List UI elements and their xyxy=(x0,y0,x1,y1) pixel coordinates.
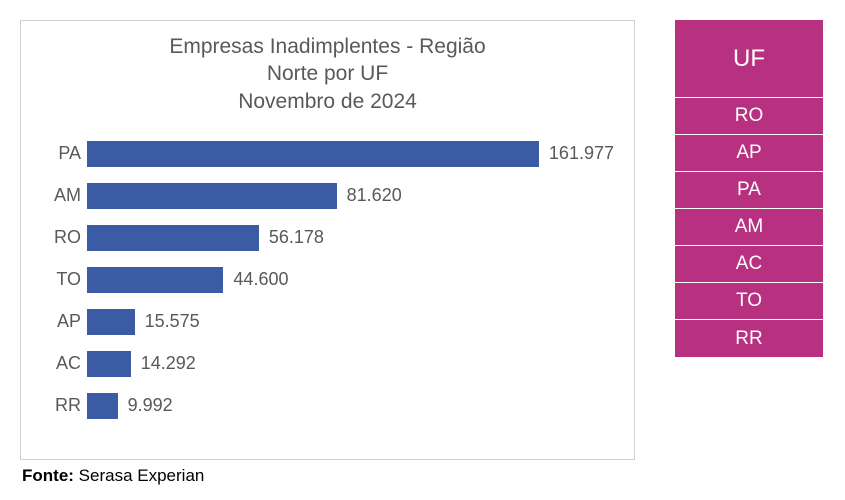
uf-table-cell: AM xyxy=(675,209,823,246)
bar-row: AC14.292 xyxy=(87,343,614,385)
source-line: Fonte: Serasa Experian xyxy=(0,462,845,486)
chart-panel: Empresas Inadimplentes - Região Norte po… xyxy=(20,20,635,460)
bar-value-label: 15.575 xyxy=(145,311,200,332)
bar-rect xyxy=(87,309,135,335)
uf-table-cell: AP xyxy=(675,135,823,172)
bar-value-label: 56.178 xyxy=(269,227,324,248)
uf-table-cell: RO xyxy=(675,98,823,135)
uf-table-cell: AC xyxy=(675,246,823,283)
bar-category-label: PA xyxy=(41,143,81,164)
page-layout: Empresas Inadimplentes - Região Norte po… xyxy=(0,0,845,462)
bar-value-label: 44.600 xyxy=(233,269,288,290)
chart-bars-area: PA161.977AM81.620RO56.178TO44.600AP15.57… xyxy=(41,133,614,427)
uf-table-header: UF xyxy=(675,20,823,98)
bar-value-label: 81.620 xyxy=(347,185,402,206)
chart-title-line2: Norte por UF xyxy=(267,62,388,85)
uf-table-cell: TO xyxy=(675,283,823,320)
bar-rect xyxy=(87,183,337,209)
uf-side-table: UF ROAPPAAMACTORR xyxy=(675,20,823,460)
bar-rect xyxy=(87,351,131,377)
bar-row: TO44.600 xyxy=(87,259,614,301)
bar-rect xyxy=(87,267,223,293)
bar-category-label: TO xyxy=(41,269,81,290)
bar-value-label: 14.292 xyxy=(141,353,196,374)
source-value: Serasa Experian xyxy=(79,466,205,485)
uf-table-cell: RR xyxy=(675,320,823,357)
bar-category-label: RO xyxy=(41,227,81,248)
chart-title: Empresas Inadimplentes - Região Norte po… xyxy=(41,33,614,115)
bar-rect xyxy=(87,225,259,251)
bar-row: RO56.178 xyxy=(87,217,614,259)
bar-category-label: RR xyxy=(41,395,81,416)
bar-row: AP15.575 xyxy=(87,301,614,343)
chart-title-line1: Empresas Inadimplentes - Região xyxy=(169,35,485,58)
uf-table-cell: PA xyxy=(675,172,823,209)
bar-category-label: AC xyxy=(41,353,81,374)
bar-value-label: 9.992 xyxy=(128,395,173,416)
bar-row: PA161.977 xyxy=(87,133,614,175)
bar-rect xyxy=(87,393,118,419)
bar-category-label: AP xyxy=(41,311,81,332)
bar-row: AM81.620 xyxy=(87,175,614,217)
bar-row: RR9.992 xyxy=(87,385,614,427)
bar-value-label: 161.977 xyxy=(549,143,614,164)
source-label: Fonte: xyxy=(22,466,74,485)
chart-title-line3: Novembro de 2024 xyxy=(238,90,417,113)
bar-rect xyxy=(87,141,539,167)
bar-category-label: AM xyxy=(41,185,81,206)
